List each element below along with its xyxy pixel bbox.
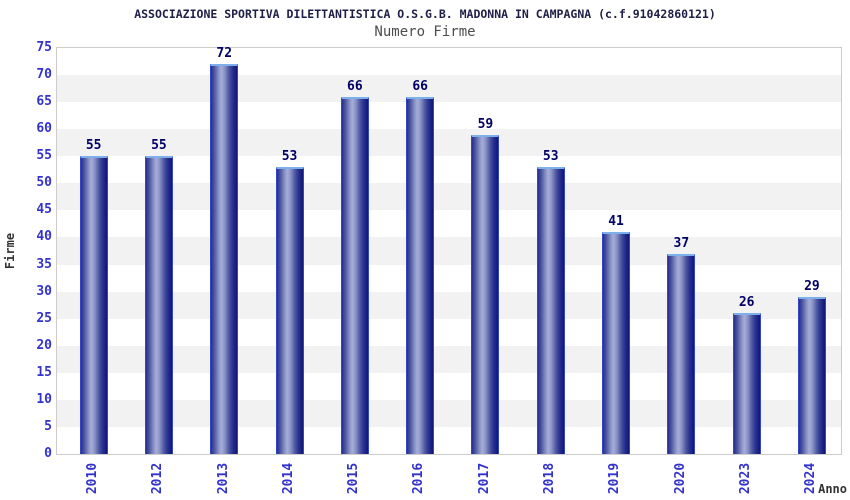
y-tick-label: 75 <box>36 40 52 55</box>
x-tick-label-text: 2018 <box>542 462 558 494</box>
x-tick-label-text: 2023 <box>738 462 754 494</box>
bar <box>406 96 435 454</box>
y-tick-label: 20 <box>36 337 52 353</box>
grid-band <box>57 345 841 373</box>
y-tick-label: 70 <box>36 67 52 83</box>
bar-value-label: 66 <box>412 78 428 94</box>
x-tick-label-text: 2024 <box>803 462 819 494</box>
grid-band <box>57 183 841 211</box>
grid-band <box>57 291 841 319</box>
x-tick-label: 2012 <box>148 458 168 498</box>
bar-slot: 72 <box>192 46 257 454</box>
bar <box>667 253 696 454</box>
x-tick-label-text: 2014 <box>281 462 297 494</box>
bar <box>536 167 565 454</box>
grid-band <box>57 237 841 265</box>
y-tick-label: 35 <box>36 256 52 272</box>
x-tick-label: 2016 <box>409 458 429 498</box>
x-tick-label-text: 2012 <box>150 462 166 494</box>
chart-title: ASSOCIAZIONE SPORTIVA DILETTANTISTICA O.… <box>134 7 716 21</box>
x-tick-label-text: 2020 <box>672 462 688 494</box>
y-tick-label: 10 <box>36 391 52 407</box>
y-axis-ticks: 0 5 10 15 20 25 30 35 40 45 50 55 60 65 70 75 <box>0 40 52 461</box>
bar-slot: 53 <box>257 48 322 454</box>
y-tick-label: 40 <box>36 229 52 245</box>
x-tick-label-text: 2010 <box>85 462 101 494</box>
bar <box>797 297 826 454</box>
bar-value-label: 72 <box>216 46 233 62</box>
x-tick-label-text: 2019 <box>607 462 623 494</box>
grid-band <box>57 129 841 157</box>
bar-slot: 37 <box>649 48 714 454</box>
y-tick-label: 50 <box>36 175 52 191</box>
bar <box>602 232 631 454</box>
chart-subtitle: Numero Firme <box>374 24 476 40</box>
y-tick-label: 65 <box>36 94 52 110</box>
bar-slot: 26 <box>714 48 779 454</box>
bar-slot: 55 <box>61 48 126 454</box>
grid-band <box>57 399 841 427</box>
bar-slot: 59 <box>453 48 518 454</box>
bar-value-label: 66 <box>347 78 363 94</box>
bar-value-label: 26 <box>738 295 755 311</box>
x-tick-label: 2014 <box>279 458 299 498</box>
bar-slot: 66 <box>388 48 453 454</box>
bar <box>340 96 369 454</box>
x-tick-label: 2013 <box>213 458 233 498</box>
y-tick-label: 15 <box>36 364 52 380</box>
bar <box>210 64 239 454</box>
x-tick-label: 2018 <box>540 458 560 498</box>
y-tick-label: 60 <box>36 121 52 137</box>
x-tick-label: 2010 <box>83 458 103 498</box>
bar-slot: 53 <box>518 48 583 454</box>
bar-value-label: 59 <box>477 116 494 132</box>
y-tick-label: 30 <box>36 283 52 299</box>
x-tick-label-text: 2015 <box>346 462 362 494</box>
x-tick-label-text: 2013 <box>215 462 231 494</box>
x-tick-label: 2019 <box>605 458 625 498</box>
x-axis-ticks: 2010 2012 2013 2014 2015 2016 2017 2018 2019 2020… <box>56 458 842 500</box>
bar-value-label: 55 <box>151 138 167 154</box>
bar-slot: 66 <box>322 48 387 454</box>
grid-band <box>57 75 841 103</box>
bar-value-label: 41 <box>608 214 624 230</box>
x-tick-label: 2015 <box>344 458 364 498</box>
x-tick-label: 2023 <box>736 458 756 498</box>
x-tick-label-text: 2017 <box>476 462 492 494</box>
y-tick-label: 5 <box>44 418 52 434</box>
y-tick-label: 25 <box>36 310 52 326</box>
bar <box>275 167 304 454</box>
bar-value-label: 55 <box>85 138 102 154</box>
x-axis-label: Anno <box>818 482 847 496</box>
y-tick-label: 55 <box>36 148 52 164</box>
bar-value-label: 53 <box>281 149 298 165</box>
bar <box>79 156 108 454</box>
bar-slot: 55 <box>126 48 191 454</box>
x-tick-label-text: 2016 <box>411 462 427 494</box>
y-tick-label: 45 <box>36 202 52 218</box>
bar <box>732 313 761 454</box>
bar-value-label: 53 <box>542 149 559 165</box>
y-tick-label: 0 <box>44 446 52 461</box>
bar-slot: 29 <box>779 48 844 454</box>
plot-area: 55 55 72 53 66 66 59 53 41 37 26 29 <box>56 47 842 455</box>
x-tick-label: 2017 <box>474 458 494 498</box>
bar <box>144 156 173 454</box>
bar <box>471 134 500 454</box>
x-tick-label: 2020 <box>670 458 690 498</box>
bar-slot: 41 <box>583 48 648 454</box>
bar-value-label: 29 <box>804 279 820 295</box>
bar-value-label: 37 <box>673 235 690 251</box>
